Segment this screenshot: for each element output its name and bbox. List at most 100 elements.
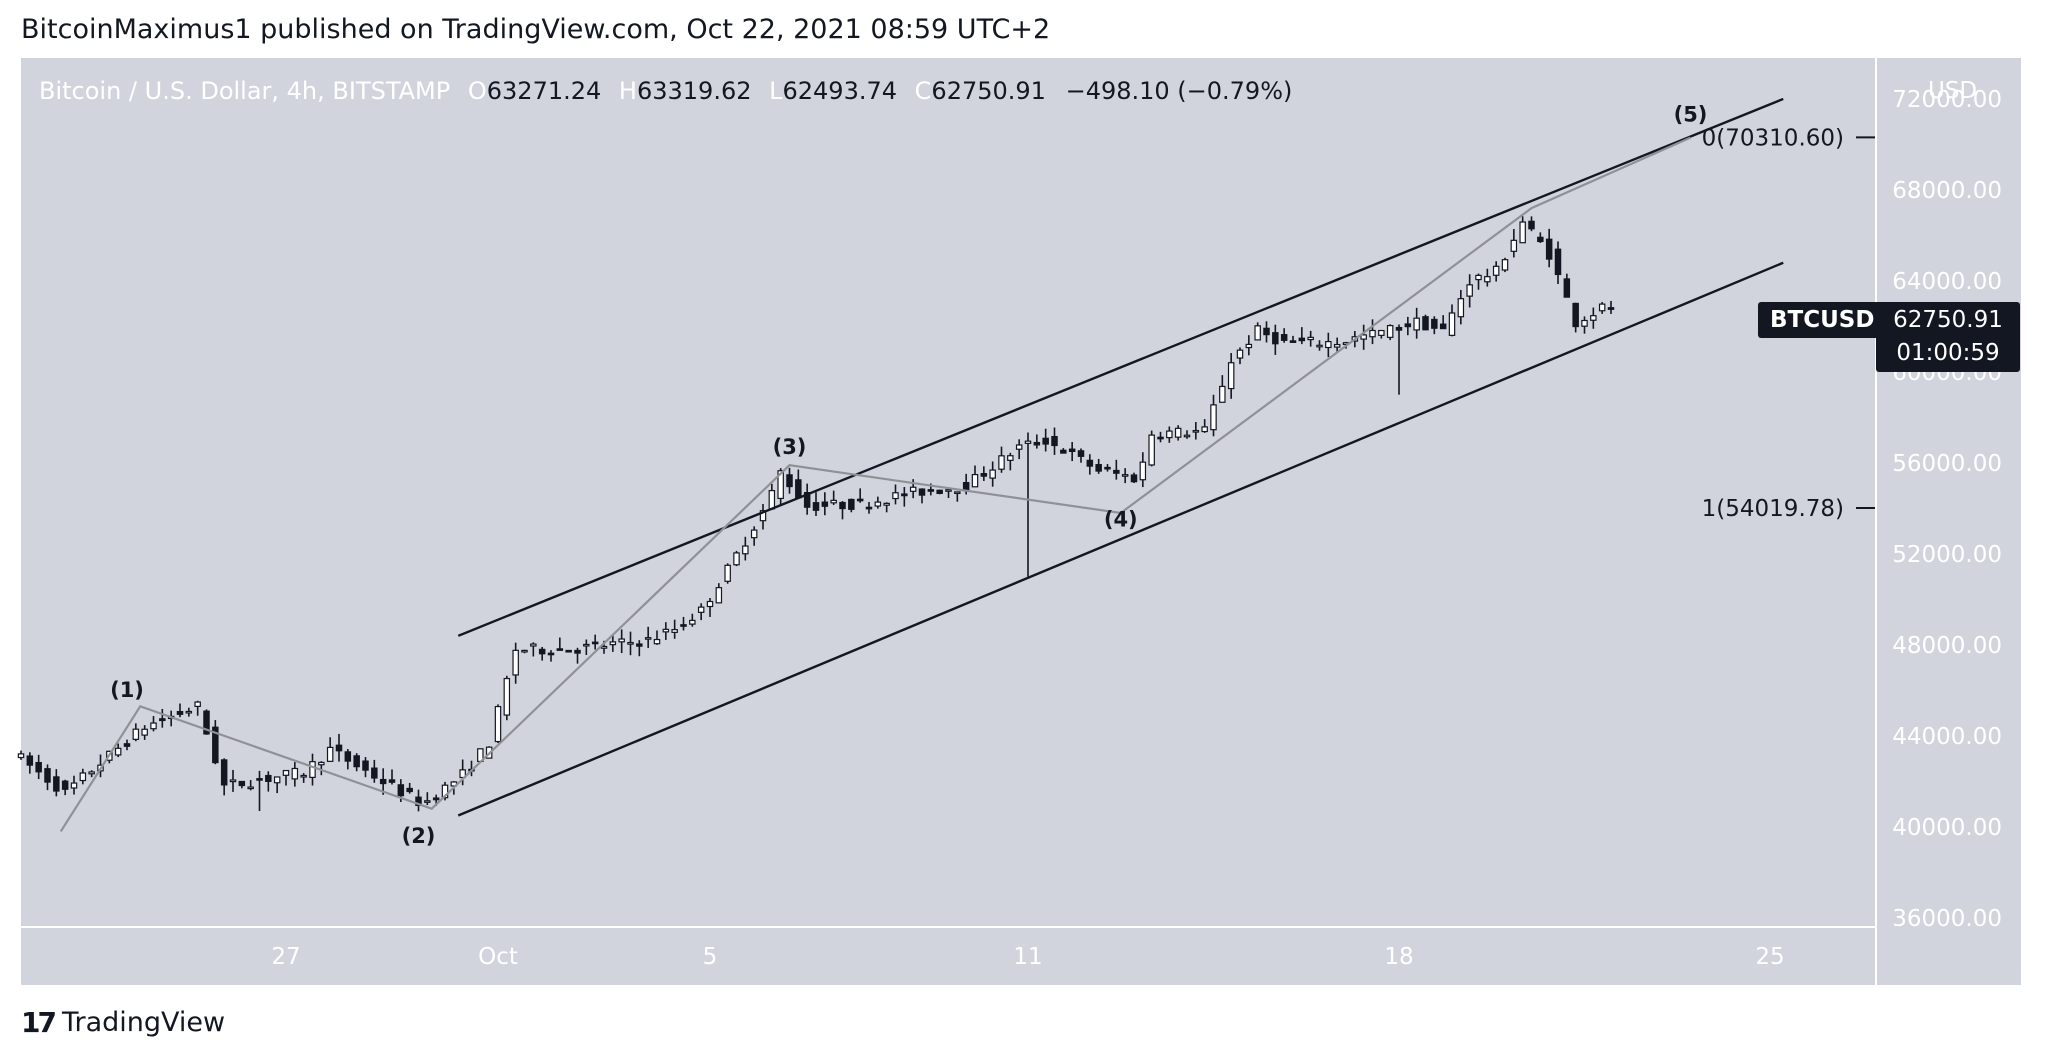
symbol-label: Bitcoin / U.S. Dollar, 4h, BITSTAMP bbox=[39, 77, 451, 105]
candle-body bbox=[1537, 236, 1544, 243]
candle-body bbox=[344, 751, 352, 762]
candle-body bbox=[494, 705, 502, 743]
candle-body bbox=[1590, 315, 1597, 321]
candle-body bbox=[609, 641, 617, 646]
candle-body bbox=[371, 767, 378, 779]
candle-body bbox=[1068, 448, 1076, 453]
candle-body bbox=[1095, 464, 1102, 472]
candle-body bbox=[1298, 337, 1306, 342]
candle-body bbox=[671, 629, 678, 633]
candle-body bbox=[256, 778, 263, 781]
candle-body bbox=[1439, 323, 1447, 330]
candle-body bbox=[1386, 324, 1394, 338]
candle-body bbox=[1325, 340, 1332, 349]
candle-body bbox=[300, 774, 307, 778]
candle-body bbox=[936, 489, 943, 494]
fib-level-label-0: 0(70310.60) bbox=[1702, 125, 1844, 151]
candle-body bbox=[848, 498, 855, 510]
close-value: 62750.91 bbox=[931, 77, 1046, 105]
candle-body bbox=[547, 652, 555, 656]
candle-body bbox=[17, 753, 25, 759]
candle-body bbox=[1457, 298, 1465, 318]
change-value: −498.10 (−0.79%) bbox=[1065, 77, 1293, 105]
candle-body bbox=[1607, 307, 1615, 310]
candle-body bbox=[194, 701, 201, 707]
candle-body bbox=[1174, 427, 1182, 438]
candle-body bbox=[1378, 329, 1385, 336]
candle-body bbox=[1369, 329, 1376, 338]
candle-body bbox=[432, 797, 440, 801]
candle-body bbox=[733, 552, 740, 566]
chart-panel[interactable] bbox=[21, 58, 2021, 985]
wave-label-4: (4) bbox=[1104, 508, 1138, 532]
candle-body bbox=[865, 506, 873, 510]
footer[interactable]: 17 TradingView bbox=[21, 1006, 225, 1039]
candle-body bbox=[335, 744, 343, 752]
candle-body bbox=[556, 648, 564, 651]
candle-body bbox=[1572, 302, 1579, 328]
time-tick-label: 5 bbox=[703, 944, 718, 970]
channel-lower-line bbox=[457, 261, 1784, 817]
candle-body bbox=[565, 649, 572, 653]
ticker-badge: BTCUSD bbox=[1758, 302, 1887, 338]
candle-body bbox=[830, 499, 837, 504]
brand-name: TradingView bbox=[61, 1007, 226, 1038]
candle-body bbox=[1051, 435, 1058, 447]
candle-body bbox=[379, 778, 387, 785]
candle-body bbox=[1510, 239, 1518, 252]
candle-body bbox=[1219, 385, 1226, 403]
time-tick-label: 27 bbox=[271, 944, 300, 970]
candle-body bbox=[1280, 334, 1288, 341]
wave-label-2: (2) bbox=[402, 824, 436, 848]
candle-body bbox=[114, 747, 122, 756]
candle-body bbox=[1466, 284, 1473, 297]
channel-upper-line bbox=[457, 97, 1784, 637]
candle-body bbox=[724, 564, 731, 582]
candle-body bbox=[388, 779, 396, 783]
candle-body bbox=[1157, 436, 1164, 440]
candle-body bbox=[892, 492, 899, 500]
price-tick-label: 40000.00 bbox=[1892, 815, 2002, 841]
candle-body bbox=[273, 776, 281, 784]
candle-body bbox=[1492, 265, 1500, 276]
candle-body bbox=[459, 769, 466, 779]
candle-body bbox=[141, 728, 148, 736]
candle-body bbox=[689, 619, 696, 625]
candle-body bbox=[883, 502, 890, 506]
candle-body bbox=[1431, 318, 1438, 329]
candle-body bbox=[326, 746, 334, 762]
candle-body bbox=[954, 491, 961, 495]
candle-body bbox=[1448, 312, 1456, 336]
candle-body bbox=[238, 780, 246, 787]
publisher-header: BitcoinMaximus1 published on TradingView… bbox=[21, 14, 1051, 45]
candle-body bbox=[282, 769, 290, 776]
candle-body bbox=[1519, 221, 1526, 244]
currency-label: USD bbox=[1928, 78, 1978, 104]
price-tick-label: 72000.00 bbox=[1892, 87, 2002, 113]
candle-body bbox=[715, 587, 723, 604]
candle-body bbox=[1475, 274, 1482, 281]
candle-body bbox=[1554, 248, 1562, 276]
candle-body bbox=[203, 710, 210, 735]
price-tick-label: 56000.00 bbox=[1892, 451, 2002, 477]
candle-body bbox=[1413, 317, 1420, 331]
candle-body bbox=[35, 761, 42, 773]
candle-body bbox=[397, 784, 405, 797]
candle-body bbox=[26, 755, 34, 766]
candle-body bbox=[706, 600, 714, 608]
candle-body bbox=[53, 776, 60, 792]
price-tick-label: 64000.00 bbox=[1892, 269, 2002, 295]
tradingview-logo-icon: 17 bbox=[21, 1006, 57, 1039]
candle-body bbox=[1581, 319, 1588, 327]
elliott-wave-path bbox=[59, 136, 1691, 833]
candle-body bbox=[574, 649, 581, 654]
candle-body bbox=[1015, 444, 1023, 450]
candle-body bbox=[1254, 325, 1261, 341]
candle-body bbox=[1227, 362, 1235, 390]
candle-body bbox=[1404, 323, 1412, 328]
candle-body bbox=[503, 677, 511, 716]
candle-body bbox=[309, 761, 316, 779]
candle-body bbox=[680, 624, 687, 627]
candle-body bbox=[812, 502, 820, 511]
